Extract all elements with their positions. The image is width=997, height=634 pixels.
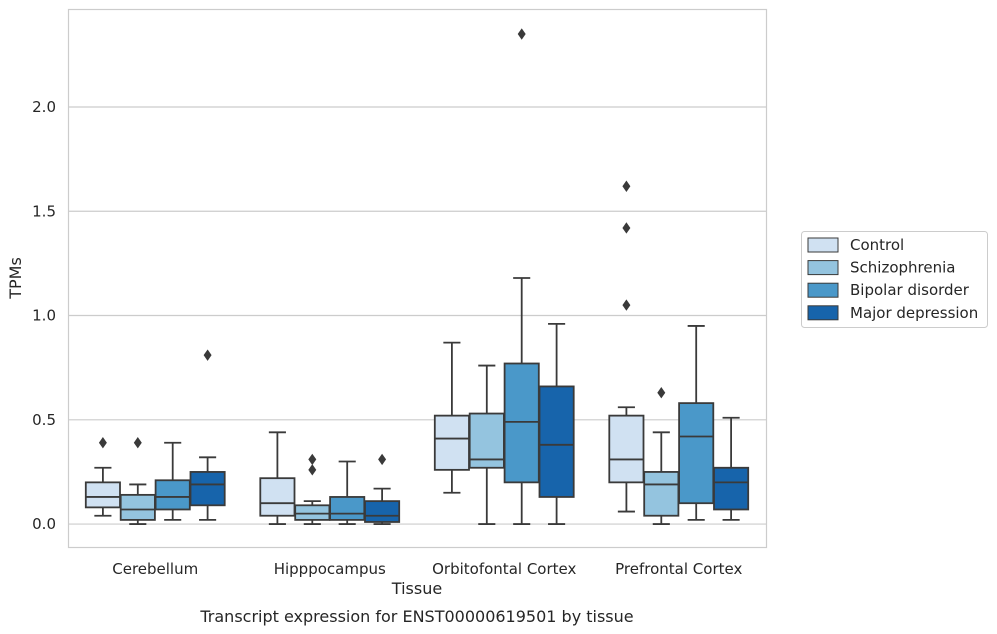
y-axis-label: TPMs <box>6 257 25 300</box>
outlier-point <box>657 386 666 399</box>
plot-area-frame <box>67 8 768 549</box>
box-bipolar-disorder <box>678 325 715 521</box>
x-tick-label: Orbitofontal Cortex <box>432 560 576 578</box>
grid-layer <box>68 106 766 525</box>
x-tick-label: Cerebellum <box>112 560 198 578</box>
marks-layer <box>84 28 750 525</box>
outlier-point <box>98 437 107 449</box>
box-body <box>294 504 331 521</box>
box-body <box>713 466 750 511</box>
x-axis-label: Tissue <box>391 579 442 598</box>
box-body <box>329 496 366 521</box>
box-control <box>259 431 296 525</box>
y-tick-label: 2.0 <box>32 98 56 116</box>
outlier-point <box>517 28 526 40</box>
box-bipolar-disorder <box>329 460 366 525</box>
box-body <box>364 500 401 523</box>
box-body <box>503 362 540 484</box>
outlier-point <box>622 222 631 234</box>
y-tick-label: 0.5 <box>32 411 56 429</box>
legend: Control Schizophrenia Bipolar disorder Majo… <box>801 231 988 328</box>
box-control <box>608 180 645 513</box>
y-tick-label: 0.0 <box>32 515 56 533</box>
outlier-point <box>308 453 317 466</box>
outlier-point <box>133 437 142 449</box>
box-body <box>643 471 680 517</box>
figure-caption: Transcript expression for ENST0000061950… <box>199 607 633 626</box>
box-schizophrenia <box>643 386 680 525</box>
box-schizophrenia <box>294 453 331 525</box>
box-body <box>84 481 121 509</box>
outlier-point <box>308 464 317 476</box>
box-control <box>84 437 121 517</box>
box-major-depression <box>364 453 401 525</box>
outlier-point <box>203 349 212 361</box>
box-body <box>154 479 191 511</box>
ticks-layer: 0.0 0.5 1.0 1.5 2.0 Cerebellum Hipppocampus Orb… <box>32 98 742 578</box>
x-tick-label: Hipppocampus <box>274 560 386 578</box>
y-tick-label: 1.0 <box>32 307 56 325</box>
legend-frame <box>801 231 988 328</box>
box-body <box>119 493 156 521</box>
legend-swatch <box>807 282 839 298</box>
box-major-depression <box>189 349 226 521</box>
box-major-depression <box>713 416 750 521</box>
y-tick-label: 1.5 <box>32 202 56 220</box>
box-body <box>189 471 226 507</box>
box-schizophrenia <box>468 364 505 525</box>
legend-swatch <box>807 260 839 276</box>
legend-label: Control <box>850 236 904 254</box>
legend-items: Control Schizophrenia Bipolar disorder Majo… <box>807 236 978 322</box>
legend-label: Bipolar disorder <box>850 281 970 299</box>
x-tick-label: Prefrontal Cortex <box>615 560 742 578</box>
box-major-depression <box>538 322 575 525</box>
outlier-point <box>622 299 631 311</box>
outlier-point <box>622 180 631 192</box>
box-body <box>259 477 296 517</box>
box-bipolar-disorder <box>154 441 191 521</box>
box-bipolar-disorder <box>503 28 540 525</box>
box-body <box>678 402 715 505</box>
box-control <box>433 341 470 494</box>
legend-label: Schizophrenia <box>850 259 955 277</box>
box-schizophrenia <box>119 437 156 525</box>
box-body <box>538 385 575 498</box>
outlier-point <box>378 453 387 466</box>
legend-label: Major depression <box>850 304 978 322</box>
box-body <box>608 414 645 484</box>
legend-swatch <box>807 237 839 253</box>
box-body <box>433 414 470 471</box>
legend-swatch <box>807 305 839 321</box>
